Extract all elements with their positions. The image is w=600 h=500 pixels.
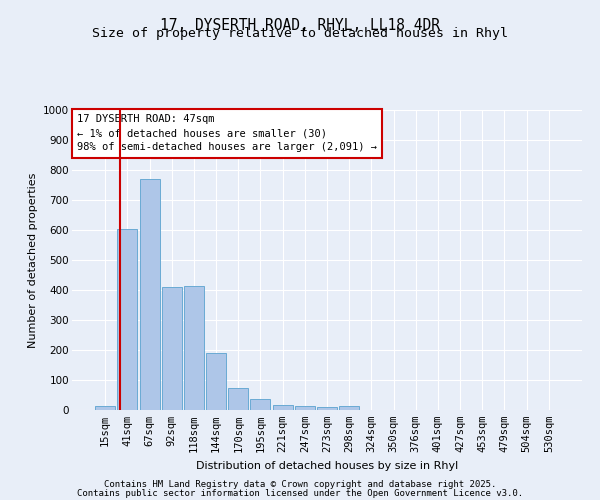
Bar [228,388,248,410]
Bar [317,407,337,410]
Bar [250,399,271,410]
Text: 17, DYSERTH ROAD, RHYL, LL18 4DR: 17, DYSERTH ROAD, RHYL, LL18 4DR [160,18,440,32]
X-axis label: Distribution of detached houses by size in Rhyl: Distribution of detached houses by size … [196,460,458,470]
Bar [140,179,160,410]
Bar [206,353,226,410]
Bar [295,406,315,410]
Bar [118,228,137,410]
Text: Contains public sector information licensed under the Open Government Licence v3: Contains public sector information licen… [77,489,523,498]
Bar [95,406,115,410]
Bar [339,406,359,410]
Y-axis label: Number of detached properties: Number of detached properties [28,172,38,348]
Text: Size of property relative to detached houses in Rhyl: Size of property relative to detached ho… [92,28,508,40]
Text: Contains HM Land Registry data © Crown copyright and database right 2025.: Contains HM Land Registry data © Crown c… [104,480,496,489]
Bar [162,287,182,410]
Bar [272,404,293,410]
Text: 17 DYSERTH ROAD: 47sqm
← 1% of detached houses are smaller (30)
98% of semi-deta: 17 DYSERTH ROAD: 47sqm ← 1% of detached … [77,114,377,152]
Bar [184,286,204,410]
